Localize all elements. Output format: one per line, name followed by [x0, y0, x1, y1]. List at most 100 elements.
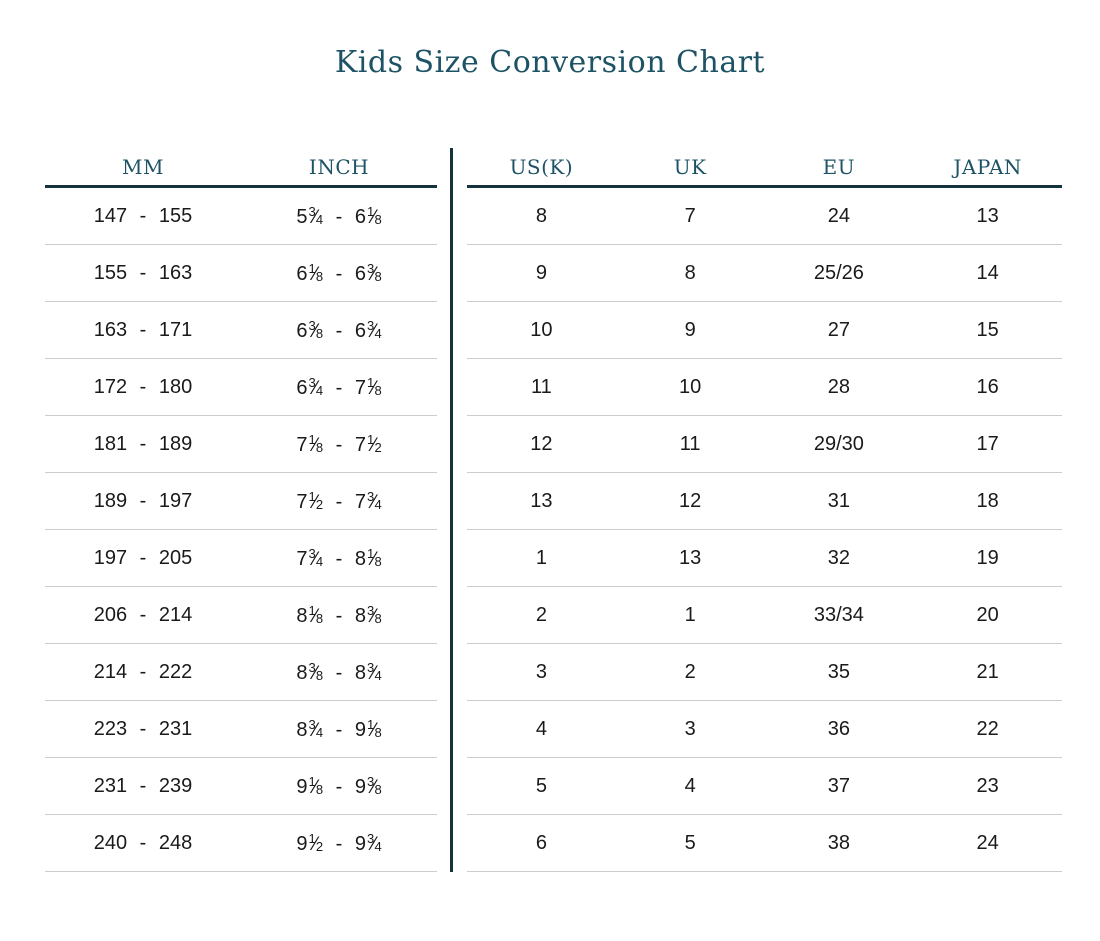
cell-inch: 53⁄4 - 61⁄8 — [241, 186, 437, 245]
table-row: 214 - 222 83⁄8 - 83⁄4 — [45, 643, 437, 701]
cell-inch: 71⁄2 - 73⁄4 — [241, 472, 437, 530]
cell-inch: 83⁄4 - 91⁄8 — [241, 700, 437, 758]
cell-japan: 23 — [913, 757, 1062, 815]
cell-mm: 223 - 231 — [45, 700, 241, 758]
cell-usk: 8 — [467, 186, 616, 245]
cell-mm: 147 - 155 — [45, 186, 241, 245]
cell-mm: 206 - 214 — [45, 586, 241, 644]
cell-usk: 11 — [467, 358, 616, 416]
cell-uk: 1 — [615, 586, 765, 644]
cell-japan: 13 — [913, 186, 1062, 245]
cell-uk: 13 — [615, 529, 765, 587]
cell-mm: 181 - 189 — [45, 415, 241, 473]
vertical-divider — [450, 148, 453, 872]
cell-uk: 8 — [615, 244, 765, 302]
table-row: 10 9 27 15 — [467, 301, 1062, 359]
size-table: US(K) UK EU JAPAN 8 7 24 13 9 8 25/26 14 10 9 27 15… — [467, 148, 1062, 872]
cell-eu: 33/34 — [764, 586, 914, 644]
header-row: US(K) UK EU JAPAN — [467, 148, 1062, 188]
cell-usk: 1 — [467, 529, 616, 587]
cell-uk: 10 — [615, 358, 765, 416]
table-row: 189 - 197 71⁄2 - 73⁄4 — [45, 472, 437, 530]
cell-usk: 5 — [467, 757, 616, 815]
measurement-table-header: MM INCH — [45, 148, 437, 188]
table-row: 206 - 214 81⁄8 - 83⁄8 — [45, 586, 437, 644]
cell-uk: 4 — [615, 757, 765, 815]
column-header-japan: JAPAN — [913, 148, 1062, 188]
table-row: 155 - 163 61⁄8 - 63⁄8 — [45, 244, 437, 302]
cell-eu: 29/30 — [764, 415, 914, 473]
cell-inch: 73⁄4 - 81⁄8 — [241, 529, 437, 587]
table-row: 1 13 32 19 — [467, 529, 1062, 587]
column-header-usk: US(K) — [467, 148, 616, 188]
column-header-eu: EU — [764, 148, 914, 188]
cell-mm: 240 - 248 — [45, 814, 241, 872]
cell-inch: 63⁄4 - 71⁄8 — [241, 358, 437, 416]
cell-japan: 21 — [913, 643, 1062, 701]
cell-inch: 81⁄8 - 83⁄8 — [241, 586, 437, 644]
cell-japan: 19 — [913, 529, 1062, 587]
table-row: 9 8 25/26 14 — [467, 244, 1062, 302]
column-header-mm: MM — [45, 148, 241, 188]
cell-inch: 91⁄8 - 93⁄8 — [241, 757, 437, 815]
cell-uk: 12 — [615, 472, 765, 530]
cell-mm: 155 - 163 — [45, 244, 241, 302]
table-row: 231 - 239 91⁄8 - 93⁄8 — [45, 757, 437, 815]
cell-inch: 71⁄8 - 71⁄2 — [241, 415, 437, 473]
cell-japan: 14 — [913, 244, 1062, 302]
table-row: 12 11 29/30 17 — [467, 415, 1062, 473]
cell-japan: 16 — [913, 358, 1062, 416]
cell-eu: 38 — [764, 814, 914, 872]
cell-japan: 20 — [913, 586, 1062, 644]
table-row: 13 12 31 18 — [467, 472, 1062, 530]
column-header-inch: INCH — [241, 148, 437, 188]
cell-japan: 22 — [913, 700, 1062, 758]
cell-eu: 27 — [764, 301, 914, 359]
cell-eu: 31 — [764, 472, 914, 530]
table-row: 11 10 28 16 — [467, 358, 1062, 416]
table-row: 163 - 171 63⁄8 - 63⁄4 — [45, 301, 437, 359]
cell-uk: 7 — [615, 186, 765, 245]
cell-inch: 61⁄8 - 63⁄8 — [241, 244, 437, 302]
cell-eu: 28 — [764, 358, 914, 416]
cell-uk: 3 — [615, 700, 765, 758]
cell-eu: 24 — [764, 186, 914, 245]
cell-eu: 36 — [764, 700, 914, 758]
table-row: 6 5 38 24 — [467, 814, 1062, 872]
cell-usk: 2 — [467, 586, 616, 644]
table-row: 223 - 231 83⁄4 - 91⁄8 — [45, 700, 437, 758]
cell-usk: 9 — [467, 244, 616, 302]
cell-mm: 163 - 171 — [45, 301, 241, 359]
cell-eu: 32 — [764, 529, 914, 587]
cell-uk: 9 — [615, 301, 765, 359]
cell-usk: 10 — [467, 301, 616, 359]
table-row: 3 2 35 21 — [467, 643, 1062, 701]
cell-usk: 6 — [467, 814, 616, 872]
size-table-header: US(K) UK EU JAPAN — [467, 148, 1062, 188]
cell-usk: 3 — [467, 643, 616, 701]
table-row: 8 7 24 13 — [467, 186, 1062, 245]
table-row: 172 - 180 63⁄4 - 71⁄8 — [45, 358, 437, 416]
page-title: Kids Size Conversion Chart — [334, 45, 766, 80]
cell-inch: 63⁄8 - 63⁄4 — [241, 301, 437, 359]
header-row: MM INCH — [45, 148, 437, 188]
right-table-body: 8 7 24 13 9 8 25/26 14 10 9 27 15 11 10 28 16 12 11 29/30 1… — [467, 186, 1062, 872]
cell-uk: 11 — [615, 415, 765, 473]
cell-japan: 15 — [913, 301, 1062, 359]
cell-japan: 24 — [913, 814, 1062, 872]
table-row: 240 - 248 91⁄2 - 93⁄4 — [45, 814, 437, 872]
table-row: 147 - 155 53⁄4 - 61⁄8 — [45, 186, 437, 245]
cell-usk: 4 — [467, 700, 616, 758]
column-header-uk: UK — [615, 148, 765, 188]
cell-usk: 13 — [467, 472, 616, 530]
conversion-table: MM INCH 147 - 155 53⁄4 - 61⁄8 155 - 163 61⁄… — [45, 148, 1100, 872]
cell-usk: 12 — [467, 415, 616, 473]
table-row: 181 - 189 71⁄8 - 71⁄2 — [45, 415, 437, 473]
cell-eu: 35 — [764, 643, 914, 701]
cell-japan: 17 — [913, 415, 1062, 473]
cell-eu: 25/26 — [764, 244, 914, 302]
cell-uk: 5 — [615, 814, 765, 872]
table-row: 2 1 33/34 20 — [467, 586, 1062, 644]
cell-eu: 37 — [764, 757, 914, 815]
